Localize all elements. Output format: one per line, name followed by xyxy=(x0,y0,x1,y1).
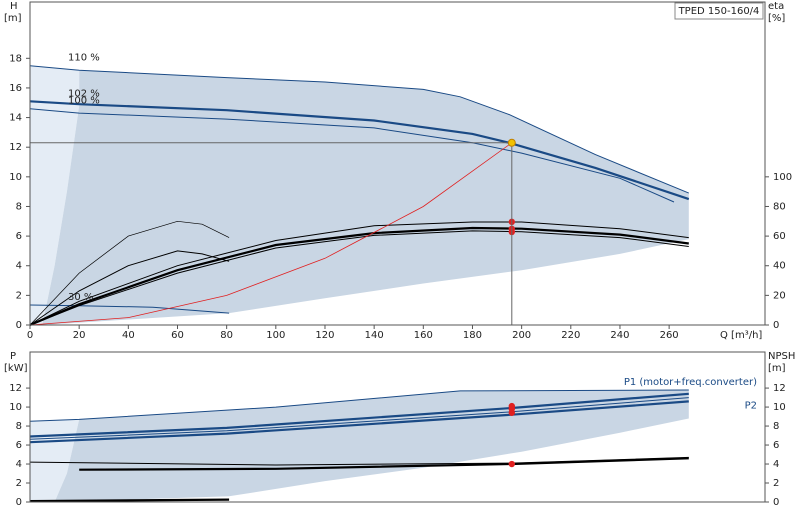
x-tick-label: 0 xyxy=(27,330,33,341)
curve xyxy=(29,221,689,326)
x-tick-label: 160 xyxy=(414,330,433,341)
x-tick-label: 40 xyxy=(122,330,135,341)
y2-tick-label: 40 xyxy=(773,261,786,272)
curve xyxy=(29,226,689,327)
point xyxy=(508,409,516,416)
y-tick-label: 14 xyxy=(9,113,22,124)
range-area xyxy=(30,65,80,325)
curve xyxy=(29,230,689,326)
x-tick-label: 260 xyxy=(660,330,679,341)
y2-tick-label: 2 xyxy=(773,478,779,489)
curve xyxy=(29,250,230,326)
x-tick-label: 80 xyxy=(220,330,233,341)
curve-label: P1 (motor+freq.converter) xyxy=(624,377,757,388)
curve-label: 100 % xyxy=(68,96,100,107)
curve xyxy=(29,142,513,326)
x-tick-label: 120 xyxy=(315,330,334,341)
y2-axis-unit: [%] xyxy=(768,13,785,24)
y2-tick-label: 0 xyxy=(773,320,779,331)
x-tick-label: 100 xyxy=(266,330,285,341)
y-axis-unit: [m] xyxy=(4,13,22,24)
plot-frame xyxy=(29,351,766,503)
y2-tick-label: 80 xyxy=(773,201,786,212)
curve xyxy=(29,392,689,438)
curve-label: 102 % xyxy=(68,88,100,99)
y-tick-label: 18 xyxy=(9,53,22,64)
y-tick-label: 4 xyxy=(16,459,22,470)
curve xyxy=(29,400,689,444)
y-axis-label: H xyxy=(10,1,18,12)
duty-point xyxy=(507,138,516,147)
curve xyxy=(29,397,689,440)
curve xyxy=(29,65,689,194)
curve-label: 30 % xyxy=(68,292,93,303)
range-area xyxy=(54,390,689,502)
y-tick-label: 6 xyxy=(16,440,22,451)
y2-tick-label: 12 xyxy=(773,383,786,394)
y2-tick-label: 20 xyxy=(773,290,786,301)
y-tick-label: 2 xyxy=(16,290,22,301)
x-tick-label: 220 xyxy=(561,330,580,341)
y-tick-label: 0 xyxy=(16,320,22,331)
y-tick-label: 8 xyxy=(16,421,22,432)
y-axis-label: P xyxy=(10,351,16,362)
panel: P1 (motor+freq.converter) P2 0 2 4 6 8 10 12 0 2 4 6… xyxy=(4,351,795,508)
x-tick-label: 140 xyxy=(365,330,384,341)
y-tick-label: 10 xyxy=(9,172,22,183)
x-tick-label: 200 xyxy=(512,330,531,341)
chart-title: TPED 150-160/4 xyxy=(678,6,760,17)
y2-tick-label: 6 xyxy=(773,440,779,451)
y-tick-label: 6 xyxy=(16,231,22,242)
x-tick-label: 240 xyxy=(610,330,629,341)
y2-tick-label: 60 xyxy=(773,231,786,242)
x-tick-label: 60 xyxy=(171,330,184,341)
y-tick-label: 10 xyxy=(9,402,22,413)
curve xyxy=(29,220,230,326)
curve xyxy=(79,457,689,471)
panel: 110 %102 %100 %30 %024681012141618020406… xyxy=(4,1,792,341)
point xyxy=(508,460,516,468)
y2-axis-label: NPSH xyxy=(768,351,795,362)
y2-tick-label: 4 xyxy=(773,459,779,470)
curve xyxy=(29,389,689,422)
curve xyxy=(29,498,230,503)
y2-axis-unit: [m] xyxy=(768,363,786,374)
range-area xyxy=(42,70,689,325)
y-tick-label: 12 xyxy=(9,383,22,394)
y-axis-unit: [kW] xyxy=(4,363,28,374)
x-tick-label: 180 xyxy=(463,330,482,341)
y-tick-label: 16 xyxy=(9,83,22,94)
y2-axis-label: eta xyxy=(768,1,784,12)
curve-label: 110 % xyxy=(68,53,100,64)
y2-tick-label: 10 xyxy=(773,402,786,413)
curve-label: P2 xyxy=(745,400,757,411)
y-tick-label: 0 xyxy=(16,497,22,508)
title-box xyxy=(674,2,764,20)
y-tick-label: 12 xyxy=(9,142,22,153)
y-tick-label: 2 xyxy=(16,478,22,489)
curve xyxy=(29,100,690,201)
plot-frame xyxy=(29,1,766,326)
x-axis-label: Q [m³/h] xyxy=(720,330,762,341)
y2-tick-label: 100 xyxy=(773,172,792,183)
y2-tick-label: 8 xyxy=(773,421,779,432)
curve xyxy=(29,108,675,203)
curve xyxy=(29,304,230,314)
y-tick-label: 4 xyxy=(16,261,22,272)
x-tick-label: 20 xyxy=(73,330,86,341)
y2-tick-label: 0 xyxy=(773,497,779,508)
y-tick-label: 8 xyxy=(16,201,22,212)
